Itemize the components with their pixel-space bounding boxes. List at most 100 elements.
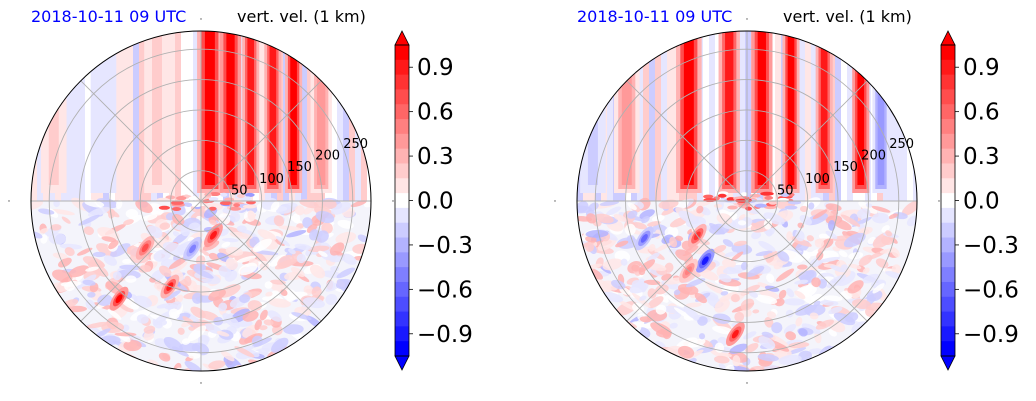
noise-blob [107, 308, 122, 320]
date-title-right: 2018-10-11 09 UTC [577, 7, 733, 26]
stripe-cell [607, 31, 613, 201]
noise-blob [677, 345, 695, 359]
noise-blob [766, 273, 775, 284]
noise-blob [786, 288, 795, 298]
noise-blob [251, 337, 272, 348]
noise-blob [627, 210, 638, 219]
colorbar-tick-label: −0.9 [417, 322, 473, 348]
noise-blob [268, 298, 291, 308]
angular-grid-line [626, 80, 748, 202]
noise-blob [259, 309, 268, 321]
stripe-core [683, 31, 694, 185]
angular-grid-line [746, 80, 868, 202]
stripe-cell [799, 31, 805, 201]
noise-blob [221, 241, 231, 248]
noise-blob [350, 200, 367, 208]
stripe-cell [139, 31, 145, 201]
noise-blob [273, 215, 285, 227]
stripe-cell [307, 31, 313, 201]
center-noise [208, 197, 219, 202]
feature-core [189, 244, 197, 254]
noise-blob [125, 208, 139, 219]
noise-blob [677, 283, 699, 295]
colorbar-level [941, 104, 955, 120]
center-noise [784, 205, 798, 210]
noise-blob [698, 333, 706, 340]
polar-frame [30, 30, 372, 372]
colorbar-level [941, 163, 955, 179]
noise-blob [122, 258, 132, 264]
polar-grid [31, 31, 371, 371]
noise-blob [615, 240, 629, 248]
noise-blob [696, 205, 704, 214]
noise-blob [732, 355, 741, 367]
noise-blob [722, 239, 734, 247]
noise-blob [720, 291, 729, 296]
noise-blob [759, 289, 779, 299]
noise-blob [159, 222, 171, 230]
center-noise [764, 195, 774, 200]
axis-tick-dot [200, 18, 202, 20]
noise-blob [101, 236, 117, 243]
strong-stripe [310, 31, 332, 193]
noise-blob [76, 247, 93, 256]
colorbar-level [395, 341, 409, 357]
noise-blob [606, 206, 622, 216]
stripe-cell [739, 31, 745, 201]
stripe-cell [301, 31, 307, 201]
axis-tick-dot [746, 18, 748, 20]
noise-blob [341, 253, 357, 265]
axis-tick-dot [746, 382, 748, 384]
date-title-left: 2018-10-11 09 UTC [31, 7, 187, 26]
noise-blob [714, 298, 730, 313]
noise-blob [761, 331, 774, 338]
noise-blob [848, 263, 862, 270]
noise-blob [714, 355, 730, 364]
colorbar-tick-label: 0.3 [417, 144, 454, 170]
noise-blob [84, 199, 105, 208]
center-noise [176, 196, 187, 201]
noise-blob [222, 237, 239, 243]
stripe-cell [745, 31, 751, 201]
center-noise [242, 204, 257, 209]
noise-blob [83, 226, 94, 236]
noise-blob [862, 267, 870, 274]
noise-blob [669, 322, 678, 329]
noise-blob [778, 289, 787, 299]
noise-blob [654, 240, 675, 253]
noise-blob [325, 293, 338, 305]
noise-blob [697, 268, 719, 281]
colorbar-extend-min [394, 355, 410, 371]
colorbar-tick-label: 0.3 [963, 144, 1000, 170]
noise-blob [641, 216, 650, 224]
noise-blob [755, 250, 773, 257]
colorbar-extend-max [394, 30, 410, 46]
noise-blob [799, 205, 809, 212]
noise-blob [238, 262, 258, 276]
stripe-cell [85, 31, 91, 201]
colorbar-tick-label: 0.0 [963, 189, 1000, 215]
noise-blob [650, 322, 672, 336]
stripe-cell [121, 31, 127, 201]
colorbar-level [395, 311, 409, 327]
noise-blob [168, 308, 180, 319]
stripe-cell [655, 31, 661, 201]
stripe-cell [337, 31, 343, 201]
stripe-cell [775, 31, 781, 201]
noise-blob [774, 298, 785, 307]
noise-blob [172, 231, 180, 237]
center-noise [220, 192, 228, 197]
stripe-core [877, 31, 885, 185]
noise-blob [311, 286, 322, 298]
noise-blob [778, 354, 802, 365]
stripe-cell [847, 31, 853, 201]
noise-blob [99, 335, 121, 346]
noise-blob [811, 277, 821, 288]
center-noise [726, 197, 736, 202]
noise-blob [808, 348, 823, 355]
colorbar-level [395, 222, 409, 239]
stripe-cell [709, 31, 715, 201]
noise-blob [851, 299, 872, 310]
noise-blob [264, 281, 273, 289]
